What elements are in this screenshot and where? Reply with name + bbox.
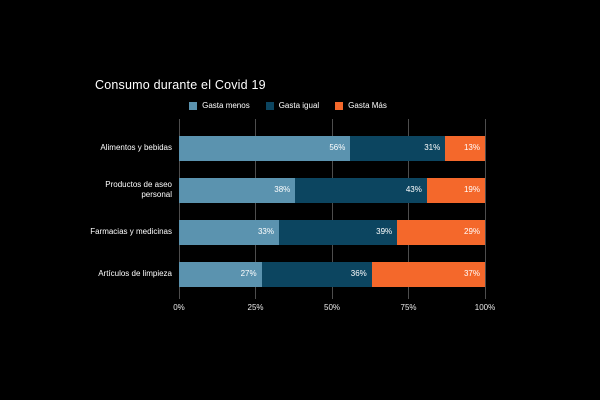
bar-value-label: 33% xyxy=(257,227,274,236)
bar-row: Farmacias y medicinas 33% 39% 29% xyxy=(90,211,486,253)
bar-segment-gasta-más: 37% xyxy=(371,261,485,287)
bar-value-label: 43% xyxy=(405,185,422,194)
legend-label: Gasta menos xyxy=(202,101,250,110)
gridline xyxy=(331,119,333,299)
bar-segment-gasta-menos: 38% xyxy=(179,177,296,203)
x-tick-label: 50% xyxy=(323,303,341,312)
bar-value-label: 37% xyxy=(463,269,480,278)
legend-item-3: Gasta Más xyxy=(335,102,387,110)
bar-value-label: 27% xyxy=(240,269,257,278)
legend-item-2: Gasta igual xyxy=(265,101,320,110)
bar-segment-gasta-igual: 39% xyxy=(278,219,398,245)
x-axis: 0% 25% 50% 75% 100% xyxy=(173,303,495,315)
chart-title: Consumo durante el Covid 19 xyxy=(95,78,266,92)
bar-segment-gasta-menos: 33% xyxy=(179,219,279,245)
x-tick-label: 0% xyxy=(173,303,185,312)
bar-segment-gasta-más: 19% xyxy=(426,177,485,203)
legend: Gasta menos Gasta igual Gasta Más xyxy=(90,101,486,111)
bar-row: Productos de aseo personal 38% 43% 19% xyxy=(90,169,485,211)
bar-segment-gasta-igual: 36% xyxy=(261,261,372,287)
category-label: Artículos de limpieza xyxy=(98,268,172,278)
plot-area: Alimentos y bebidas 56% 31% 13% Productos de… xyxy=(90,119,495,315)
bar-segment-gasta-menos: 56% xyxy=(179,135,351,161)
legend-label: Gasta Más xyxy=(348,101,387,110)
bar-row: Artículos de limpieza 27% 36% 37% xyxy=(90,253,485,295)
bar-value-label: 13% xyxy=(463,143,480,152)
bar-segment-gasta-más: 13% xyxy=(445,135,485,161)
legend-item-1: Gasta menos xyxy=(189,102,250,110)
x-tick-label: 25% xyxy=(247,303,264,312)
bar-track: 38% 43% 19% xyxy=(179,177,485,203)
legend-swatch-icon xyxy=(189,102,198,110)
bar-value-label: 31% xyxy=(424,143,441,152)
bar-row: Alimentos y bebidas 56% 31% 13% xyxy=(90,127,485,169)
category-label: Alimentos y bebidas xyxy=(100,142,172,152)
bar-value-label: 19% xyxy=(463,185,480,194)
bar-segment-gasta-igual: 31% xyxy=(350,135,446,161)
legend-swatch-icon xyxy=(335,102,344,110)
bar-segment-gasta-más: 29% xyxy=(397,219,486,245)
legend-swatch-icon xyxy=(265,102,274,110)
bar-value-label: 56% xyxy=(329,143,346,152)
gridlines xyxy=(178,119,486,299)
category-label: Farmacias y medicinas xyxy=(90,226,172,236)
gridline xyxy=(178,119,180,299)
bar-value-label: 38% xyxy=(274,185,291,194)
x-tick-label: 75% xyxy=(400,303,417,312)
category-label: Productos de aseo personal xyxy=(105,179,172,199)
bar-value-label: 29% xyxy=(464,227,481,236)
gridline xyxy=(255,119,256,299)
bar-value-label: 39% xyxy=(376,227,393,236)
stacked-bar-chart: Consumo durante el Covid 19 Gasta menos G… xyxy=(90,78,495,315)
x-tick-label: 100% xyxy=(474,303,496,312)
bar-segment-gasta-igual: 43% xyxy=(295,177,427,203)
bar-value-label: 36% xyxy=(350,269,367,278)
legend-label: Gasta igual xyxy=(278,101,320,110)
gridline xyxy=(408,119,409,299)
bar-track: 56% 31% 13% xyxy=(179,135,485,161)
bar-segment-gasta-menos: 27% xyxy=(179,261,262,287)
bar-track: 27% 36% 37% xyxy=(179,261,485,287)
bar-track: 33% 39% 29% xyxy=(179,219,486,245)
bar-rows: Alimentos y bebidas 56% 31% 13% Productos de… xyxy=(90,127,486,295)
gridline xyxy=(484,119,486,299)
